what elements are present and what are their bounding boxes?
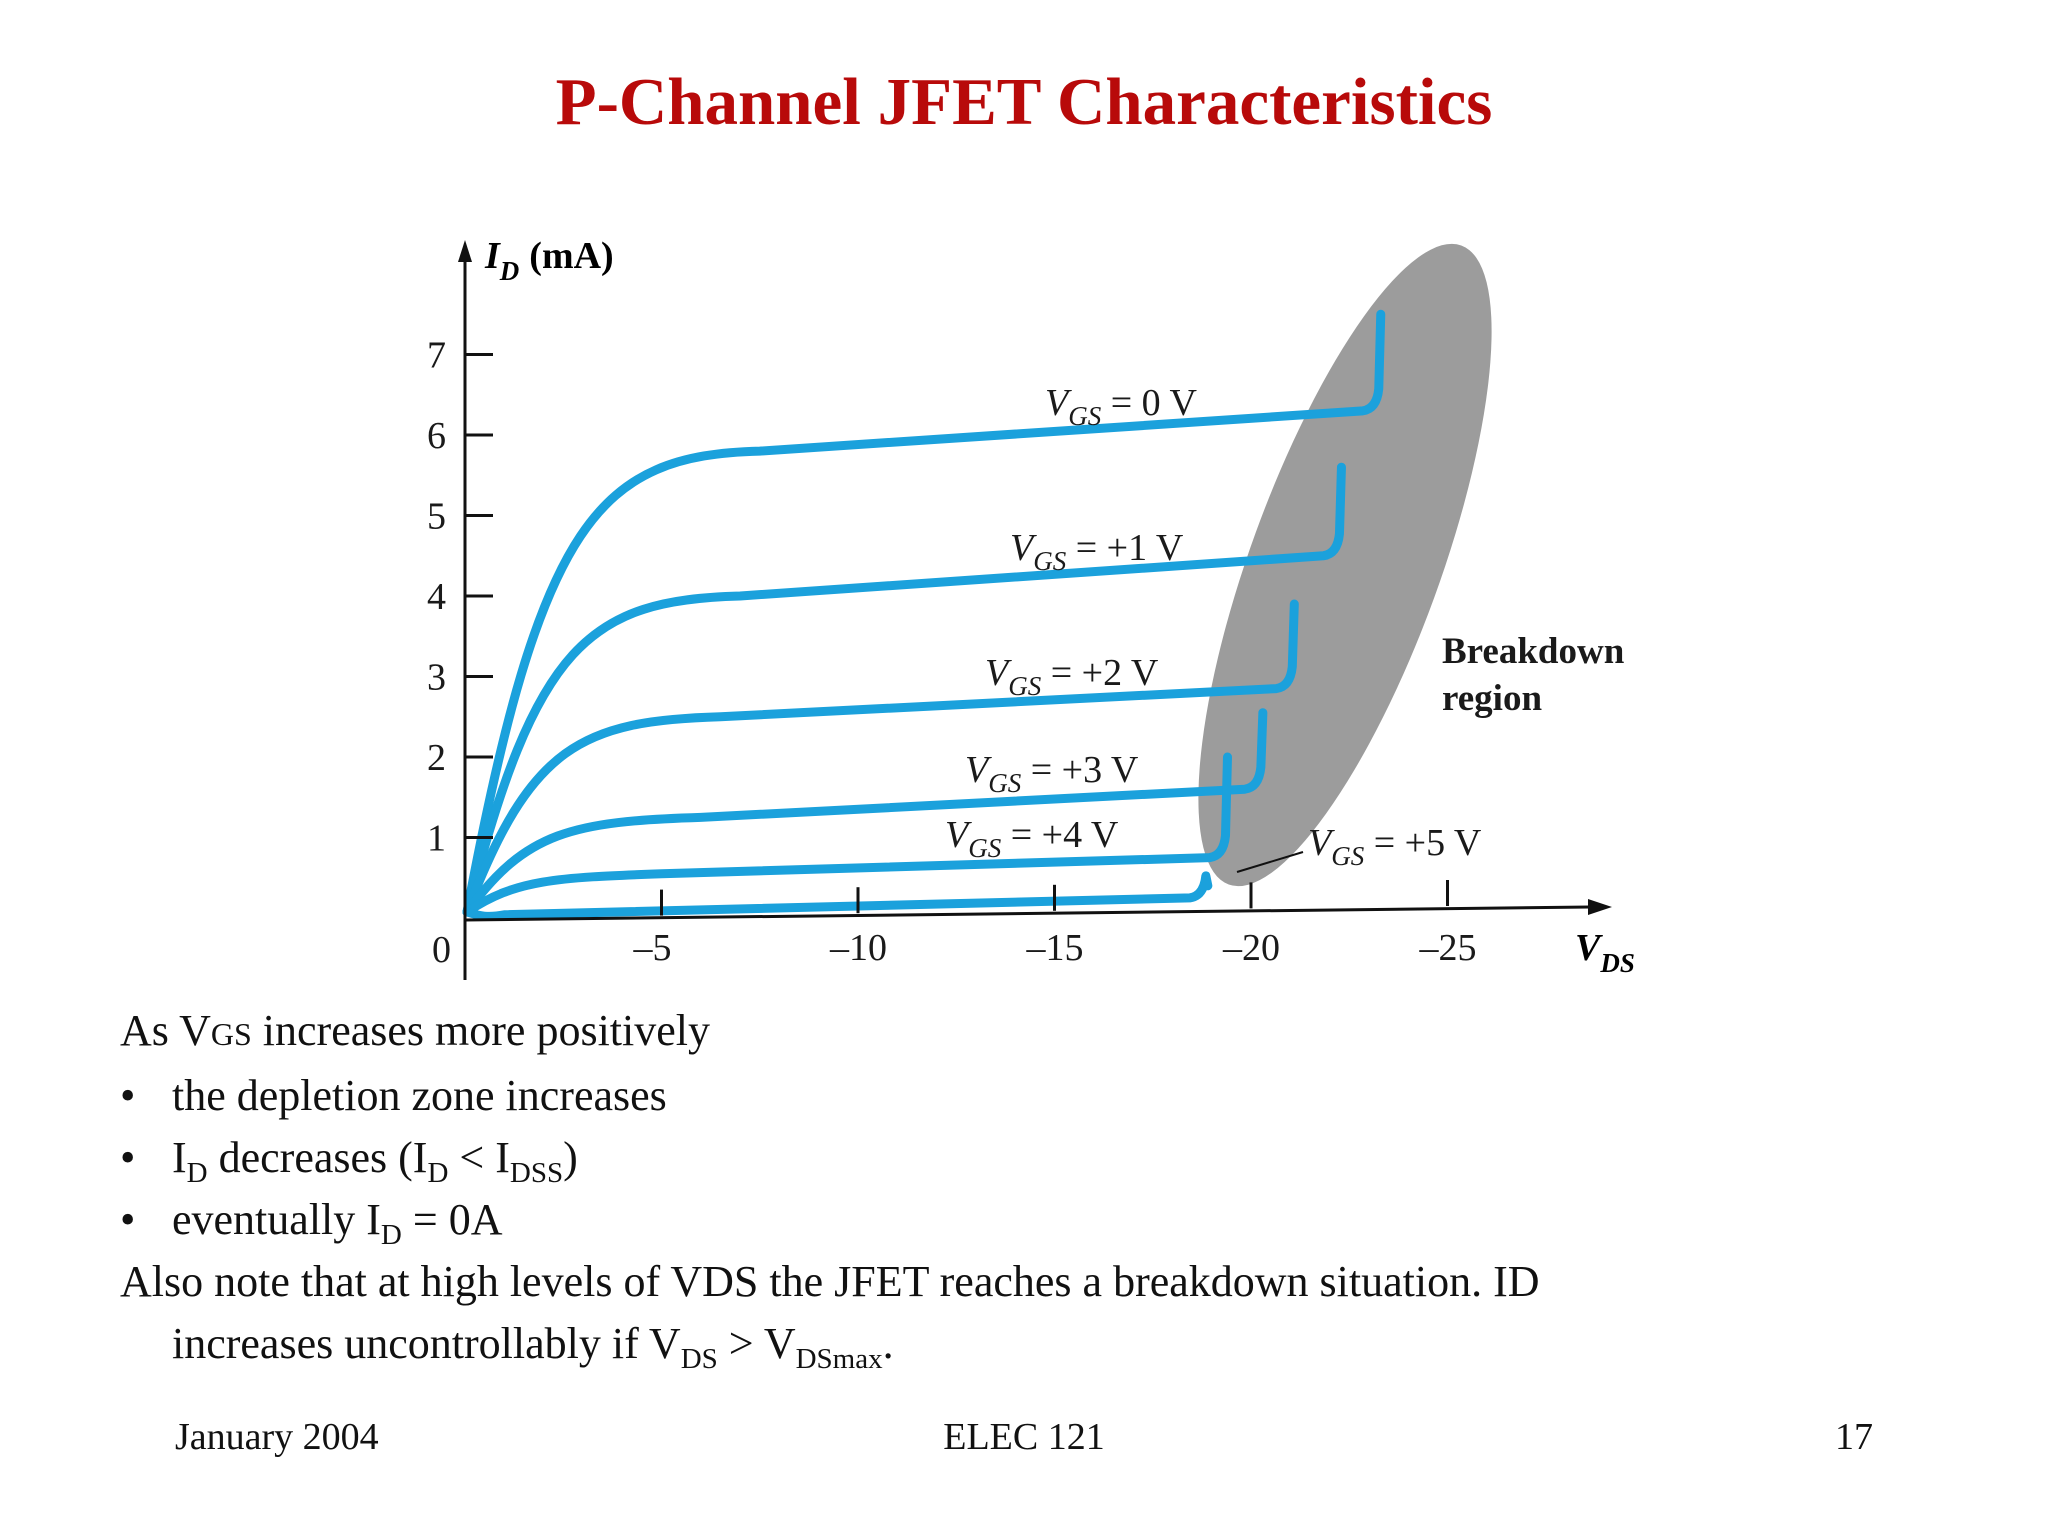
bullet-2-text-d: ) <box>563 1133 578 1182</box>
y-tick-label: 4 <box>427 576 446 618</box>
bullet-2-text-a: I <box>172 1133 187 1182</box>
y-axis-label: ID (mA) <box>484 235 614 286</box>
jfet-characteristics-chart: 1 2 3 4 5 6 7 –5 –10 –15 –20 –25 0 ID (mA) VDS VGS =… <box>427 235 1635 980</box>
curve-label-vgs-2: VGS = +2 V <box>985 652 1159 701</box>
x-axis-arrow-icon <box>1588 899 1612 915</box>
curve-vgs-2 <box>462 599 1299 917</box>
y-tick-label: 6 <box>427 415 446 457</box>
curve-vgs-5 <box>462 871 1213 921</box>
breakdown-label-line2: region <box>1442 678 1542 719</box>
bullet-1-text: the depletion zone increases <box>172 1071 667 1120</box>
bullet-3-text-b: = 0A <box>401 1195 503 1244</box>
bullet-icon: • <box>120 1133 136 1182</box>
bullet-2-sub-a: D <box>186 1157 208 1189</box>
breakdown-label: Breakdown <box>1442 631 1625 672</box>
bullet-2-sub-c: DSS <box>509 1157 564 1189</box>
x-tick-label: –20 <box>1222 927 1280 969</box>
breakdown-region-shape <box>1198 243 1492 887</box>
y-tick-label: 1 <box>427 818 446 860</box>
line1-text-end: increases more positively <box>251 1006 710 1055</box>
bullet-2: • ID decreases (ID < IDSS) <box>120 1127 2000 1189</box>
bullet-3-text-a: eventually I <box>172 1195 381 1244</box>
axis-ticks: 1 2 3 4 5 6 7 –5 –10 –15 –20 –25 <box>427 335 1477 970</box>
y-tick-label: 7 <box>427 335 446 377</box>
curve-label-vgs-1: VGS = +1 V <box>1010 527 1184 576</box>
footer-date: January 2004 <box>175 1416 379 1458</box>
curve-vgs-1 <box>462 462 1346 917</box>
body-line-1: As VGS increases more positively <box>120 1000 2000 1065</box>
body-text: As VGS increases more positively • the de… <box>120 1000 2000 1375</box>
curve-label-vgs-4: VGS = +4 V <box>945 814 1119 863</box>
p2-sub-2: DSmax <box>795 1343 883 1375</box>
vgs5-leader-line <box>1236 851 1304 873</box>
y-tick-label: 5 <box>427 496 446 538</box>
bullet-3-sub: D <box>380 1219 402 1251</box>
footer-course: ELEC 121 <box>943 1416 1105 1458</box>
x-tick-label: –15 <box>1026 927 1084 969</box>
paragraph-2-line-1: Also note that at high levels of VDS the… <box>120 1257 1540 1306</box>
bullet-2-text-c: < I <box>448 1133 510 1182</box>
bullet-icon: • <box>120 1195 136 1244</box>
x-axis-label: VDS <box>1575 927 1635 978</box>
line1-subscript: GS <box>210 1016 252 1052</box>
curve-vgs-4 <box>462 752 1232 917</box>
y-axis-arrow-icon <box>458 240 472 262</box>
slide-title: P-Channel JFET Characteristics <box>555 65 1493 139</box>
x-axis <box>464 905 1591 922</box>
x-tick-label: –10 <box>829 927 887 969</box>
p2-text-b: > V <box>717 1319 796 1368</box>
curve-label-vgs-0: VGS = 0 V <box>1045 382 1197 431</box>
curve-vgs-3 <box>462 708 1268 917</box>
p2-text-c: . <box>882 1319 894 1368</box>
curve-label-vgs-3: VGS = +3 V <box>965 749 1139 798</box>
p2-text-a: increases uncontrollably if V <box>172 1319 681 1368</box>
y-tick-label: 3 <box>427 657 446 699</box>
origin-label: 0 <box>432 929 451 971</box>
bullet-3: • eventually ID = 0A <box>120 1189 2000 1251</box>
curve-labels: VGS = 0 V VGS = +1 V VGS = +2 V VGS = +3 V V… <box>945 382 1482 871</box>
bullet-1: • the depletion zone increases <box>120 1065 2000 1127</box>
curve-vgs-0 <box>462 309 1386 917</box>
bullet-icon: • <box>120 1071 136 1120</box>
footer-page-number: 17 <box>1835 1416 1873 1458</box>
characteristic-curves <box>462 309 1386 921</box>
y-tick-label: 2 <box>427 737 446 779</box>
bullet-2-sub-b: D <box>427 1157 449 1189</box>
curve-label-vgs-5: VGS = +5 V <box>1308 822 1482 871</box>
paragraph-2-line-2: increases uncontrollably if VDS > VDSmax… <box>120 1313 2000 1375</box>
line1-text: As V <box>120 1006 211 1055</box>
bullet-2-text-b: decreases (I <box>207 1133 428 1182</box>
x-tick-label: –5 <box>633 927 672 969</box>
x-tick-label: –25 <box>1419 927 1477 969</box>
p2-sub-1: DS <box>680 1343 718 1375</box>
